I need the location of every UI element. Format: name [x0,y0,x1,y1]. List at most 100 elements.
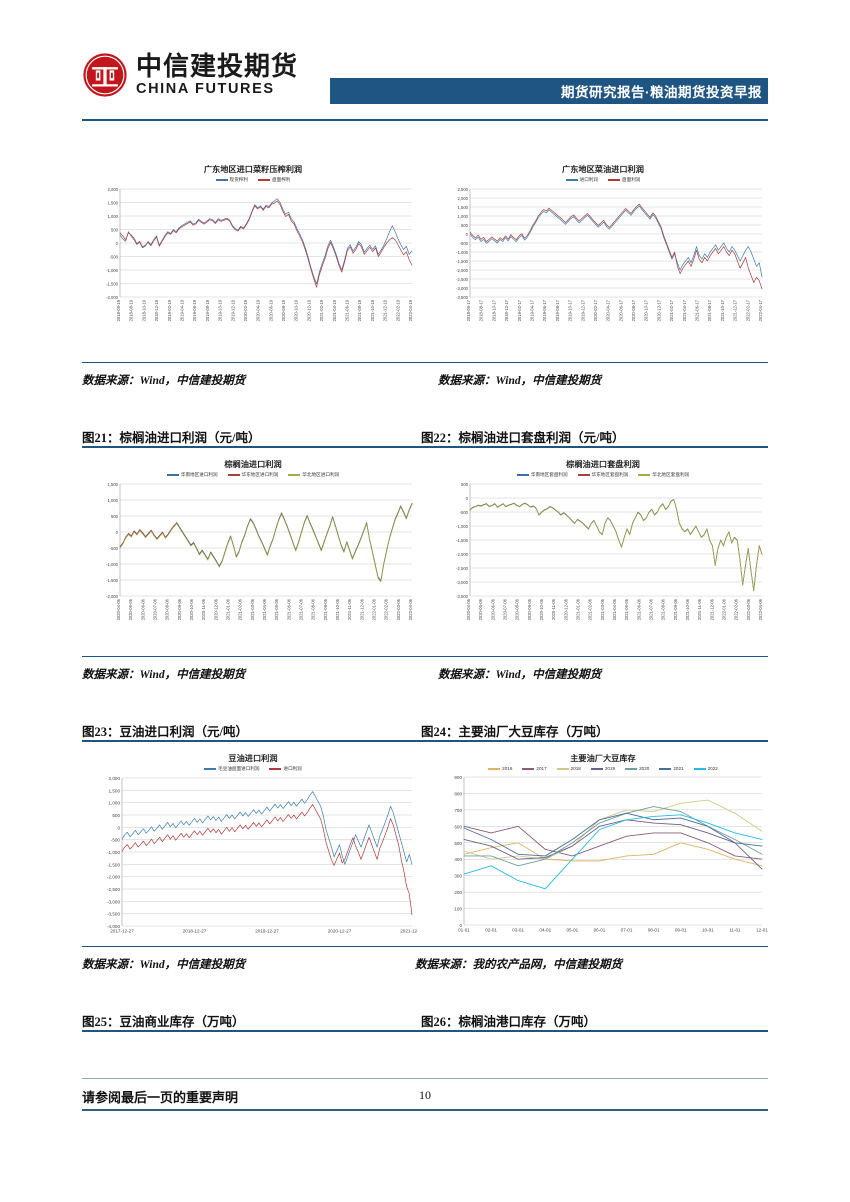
svg-text:2018-10-17: 2018-10-17 [491,299,496,321]
chart-title: 棕榈油进口套盘利润 [566,460,640,469]
svg-text:2020-10-19: 2020-10-19 [294,299,299,321]
svg-text:500: 500 [454,841,462,846]
svg-text:2021-03-06: 2021-03-06 [250,598,255,620]
svg-text:2,000: 2,000 [458,196,469,201]
svg-text:2019-08-19: 2019-08-19 [205,299,210,321]
svg-text:0: 0 [116,530,119,535]
legend-label: 2019 [604,766,616,771]
svg-text:-2,500: -2,500 [456,277,469,282]
svg-text:0: 0 [466,232,469,237]
svg-text:2020-06-17: 2020-06-17 [618,299,623,321]
svg-text:2021-10-17: 2021-10-17 [720,299,725,321]
svg-text:-1,000: -1,000 [106,562,119,567]
svg-text:1,500: 1,500 [108,201,119,206]
chart-soybean-oil-import-profit: 豆油进口利润 毛豆油盘面进口利润 进口利润 2,000 1,500 1,000 500 0… [88,752,418,942]
chart-palm-oil-hedge-profit: 棕榈油进口套盘利润 华南地区套盘利润 华东地区套盘利润 华北地区套盘利润 500 0 -… [438,458,768,658]
legend-item: 华北地区套盘利润 [638,472,689,478]
svg-text:01-01: 01-01 [458,928,470,933]
svg-text:700: 700 [454,808,462,813]
legend-swatch [215,179,228,181]
svg-text:2018-08-17: 2018-08-17 [479,299,484,321]
figure-caption-22: 图22：棕榈油进口套盘利润（元/吨） [421,431,625,445]
legend-swatch [556,767,569,770]
chart-guangdong-rapeseed-crush-profit: 广东地区进口菜籽压榨利润 现货榨利 盘面榨利 2,000 1,500 1,000 500… [88,163,418,355]
svg-text:-1,500: -1,500 [106,282,119,287]
svg-text:2019-10-17: 2019-10-17 [568,299,573,321]
legend-label: 华东地区进口利润 [241,472,279,477]
svg-text:2020-07-06: 2020-07-06 [153,598,158,620]
svg-text:07-01: 07-01 [621,928,633,933]
svg-text:2020-07-06: 2020-07-06 [503,598,508,620]
svg-text:2020-12-19: 2020-12-19 [306,299,311,321]
svg-text:2021-06-19: 2021-06-19 [345,299,350,321]
svg-text:-500: -500 [110,546,119,551]
svg-text:2022-04-17: 2022-04-17 [758,299,763,321]
svg-text:2,000: 2,000 [108,187,119,192]
svg-text:2022-02-06: 2022-02-06 [734,598,739,620]
logo-text-en: CHINA FUTURES [136,81,275,98]
legend-swatch [638,474,651,476]
svg-text:2020-09-06: 2020-09-06 [527,598,532,620]
legend-swatch [516,474,529,476]
source-note-fig20: 数据来源：Wind，中信建投期货 [438,375,602,387]
svg-text:-1,500: -1,500 [456,538,469,543]
svg-text:2020-10-06: 2020-10-06 [539,598,544,620]
chart-legend: 华南地区进口利润 华东地区进口利润 华北地区进口利润 [88,472,418,478]
svg-text:2021-02-06: 2021-02-06 [588,598,593,620]
svg-text:2022-01-06: 2022-01-06 [722,598,727,620]
legend-label: 华东地区套盘利润 [591,472,629,477]
svg-text:2021-01-06: 2021-01-06 [576,598,581,620]
svg-text:2017-12-27: 2017-12-27 [110,929,134,934]
svg-text:2020-12-27: 2020-12-27 [328,929,352,934]
svg-text:2019-08-17: 2019-08-17 [555,299,560,321]
svg-text:0: 0 [459,923,462,928]
svg-text:2020-08-19: 2020-08-19 [281,299,286,321]
svg-text:-500: -500 [460,510,469,515]
svg-text:-1,000: -1,000 [456,250,469,255]
svg-text:2021-10-19: 2021-10-19 [370,299,375,321]
svg-text:2022-03-06: 2022-03-06 [396,598,401,620]
svg-text:-3,000: -3,000 [456,580,469,585]
figure-caption-21: 图21：棕榈油进口利润（元/吨） [82,431,261,445]
svg-text:2022-02-17: 2022-02-17 [745,299,750,321]
svg-text:2019-02-17: 2019-02-17 [517,299,522,321]
svg-text:2022-04-06: 2022-04-06 [758,598,763,620]
svg-text:09-01: 09-01 [675,928,687,933]
header-divider [82,119,768,121]
svg-text:2021-07-06: 2021-07-06 [649,598,654,620]
svg-text:0: 0 [117,825,120,830]
chart-title: 广东地区菜油进口利润 [562,165,644,174]
legend-label: 毛豆油盘面进口利润 [218,766,260,771]
legend-item: 盘面利润 [608,177,640,183]
svg-text:2018-06-17: 2018-06-17 [466,299,471,321]
svg-text:2020-10-17: 2020-10-17 [644,299,649,321]
legend-swatch [204,768,217,770]
legend-label: 2017 [536,766,547,771]
svg-text:2018-10-19: 2018-10-19 [141,299,146,321]
svg-text:2021-06-06: 2021-06-06 [286,598,291,620]
svg-text:1,500: 1,500 [108,482,119,487]
chart-plot: 2,000 1,500 1,000 500 0 -500 -1,000 -1,500 -2,00… [88,774,418,942]
figure-caption-25: 图25：豆油商业库存（万吨） [82,1015,245,1029]
page-number: 10 [419,1088,431,1102]
legend-label: 华北地区进口利润 [302,472,340,477]
svg-text:05-01: 05-01 [566,928,578,933]
svg-text:2021-04-06: 2021-04-06 [612,598,617,620]
chart-title: 棕榈油进口利润 [224,460,282,469]
svg-text:2021-03-06: 2021-03-06 [600,598,605,620]
svg-text:2020-11-06: 2020-11-06 [201,598,206,620]
svg-text:2021-11-06: 2021-11-06 [347,598,352,620]
svg-text:-1,500: -1,500 [107,862,120,867]
legend-swatch [608,179,620,181]
page-header: 中信建投期货 CHINA FUTURES 期货研究报告·粮油期货投资早报 [0,0,850,130]
legend-item: 盘面榨利 [258,177,290,183]
figure-caption-24: 图24：主要油厂大豆库存（万吨） [421,725,609,739]
svg-text:1,000: 1,000 [108,498,119,503]
svg-text:2021-09-06: 2021-09-06 [323,598,328,620]
legend-item: 华北地区进口利润 [288,472,339,478]
legend-swatch [258,179,270,181]
svg-text:2019-12-27: 2019-12-27 [255,929,279,934]
source-note-fig24: 数据来源：我的农产品网，中信建投期货 [415,959,622,971]
legend-swatch [693,767,706,770]
